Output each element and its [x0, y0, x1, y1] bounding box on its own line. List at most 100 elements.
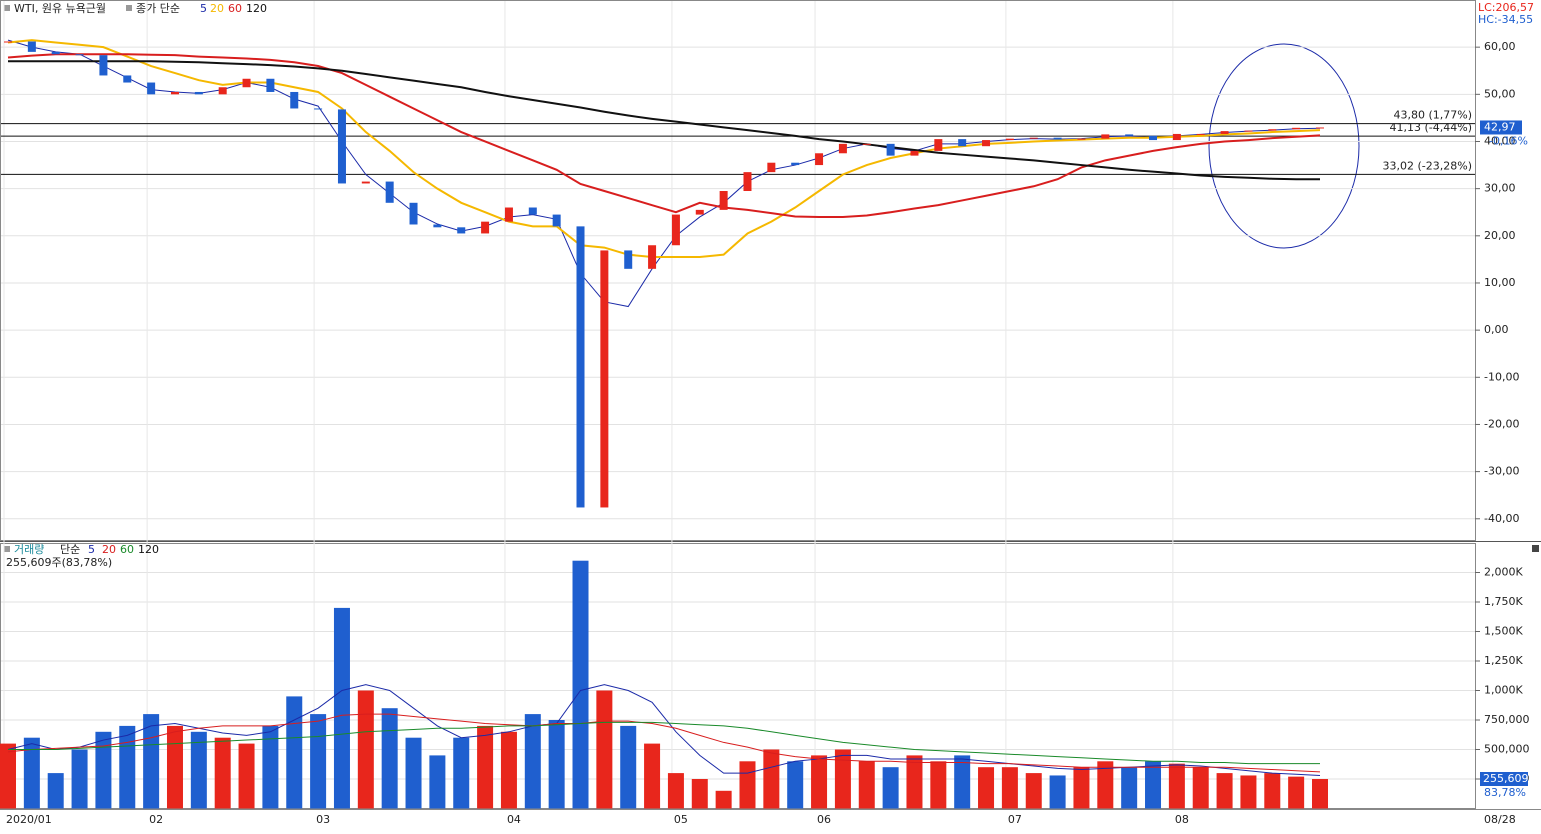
volume-bar — [286, 696, 303, 809]
volume-bar — [1312, 779, 1328, 809]
hc-label: HC:-34,55 — [1478, 13, 1533, 26]
y-tick-label: 2,000K — [1484, 566, 1523, 579]
y-tick-label: 30,00 — [1484, 182, 1516, 195]
y-tick-label: 10,00 — [1484, 276, 1516, 289]
volume-bar — [620, 725, 637, 809]
last-change: -0,16% — [1489, 134, 1528, 147]
candle-body — [385, 181, 394, 203]
y-tick-label: 1,750K — [1484, 595, 1523, 608]
candle-body — [218, 87, 227, 95]
volume-bar — [71, 749, 88, 809]
candle-body — [528, 207, 537, 215]
legend-icon — [126, 5, 132, 11]
volume-bar — [119, 725, 136, 809]
volume-bar — [214, 737, 231, 809]
candle-body — [862, 143, 871, 145]
volume-bar — [811, 755, 828, 809]
level-label: 41,13 (-4,44%) — [1390, 121, 1472, 134]
last-price: 42,97 — [1484, 120, 1516, 133]
y-tick-label: 60,00 — [1484, 40, 1516, 53]
candle-body — [1101, 134, 1110, 139]
chart-title: WTI, 원유 뉴욕근월 — [14, 2, 106, 15]
candle-body — [314, 108, 323, 110]
x-tick-label: 04 — [507, 813, 521, 826]
legend-entry: 60 — [120, 543, 134, 556]
candle-body — [1125, 134, 1134, 136]
candle-body — [624, 250, 633, 269]
candle-body — [170, 91, 179, 95]
candle-body — [838, 143, 847, 154]
candle-body — [1196, 133, 1205, 135]
candle-body — [886, 143, 895, 156]
volume-bar — [166, 725, 183, 809]
last-volume: 255,609 — [1483, 772, 1529, 785]
candle-body — [266, 78, 275, 92]
volume-bar — [787, 761, 804, 809]
panel-button[interactable] — [1532, 545, 1539, 552]
volume-bar — [1240, 775, 1257, 809]
volume-bar — [763, 749, 780, 809]
volume-bar — [1168, 763, 1185, 809]
candle-body — [767, 162, 776, 173]
legend-icon — [4, 5, 10, 11]
legend-entry: 120 — [138, 543, 159, 556]
volume-bar — [1025, 773, 1042, 809]
volume-bar — [333, 607, 350, 809]
candle-body — [958, 139, 967, 147]
y-tick-label: 1,250K — [1484, 654, 1523, 667]
volume-bar — [238, 743, 255, 809]
candle-body — [194, 91, 203, 95]
volume-bar — [1097, 761, 1114, 809]
candle-body — [27, 41, 36, 52]
volume-bar — [47, 773, 64, 809]
price-panel — [0, 0, 1476, 541]
volume-bar — [1049, 775, 1066, 809]
last-volume-box — [1480, 772, 1528, 786]
volume-info: 255,609주(83,78%) — [6, 556, 112, 569]
candle-body — [75, 54, 84, 56]
volume-bar — [954, 755, 971, 809]
candle-body — [1292, 127, 1301, 130]
y-tick-label: -20,00 — [1484, 417, 1519, 430]
candle-body — [481, 221, 490, 234]
y-tick-label: 50,00 — [1484, 87, 1516, 100]
candle-body — [743, 172, 752, 192]
candle-body — [51, 51, 60, 55]
volume-panel — [0, 543, 1476, 809]
volume-bar — [834, 749, 851, 809]
ma-line — [7, 39, 1321, 259]
candle-body — [1316, 127, 1324, 129]
volume-bar — [453, 737, 470, 809]
volume-bar — [667, 773, 684, 809]
candle-body — [409, 202, 418, 225]
candle-body — [934, 139, 943, 151]
volume-bar — [477, 725, 494, 809]
legend-entry: 20 — [102, 543, 116, 556]
candle-body — [1268, 129, 1277, 131]
y-tick-label: 20,00 — [1484, 229, 1516, 242]
candle-body — [504, 207, 513, 222]
volume-bar — [405, 737, 422, 809]
candle-body — [600, 250, 609, 508]
x-tick-label: 08 — [1175, 813, 1189, 826]
volume-bar — [882, 767, 899, 809]
candle-body — [433, 224, 442, 228]
candle-body — [147, 82, 156, 95]
volume-bar — [23, 737, 40, 809]
y-tick-label: -10,00 — [1484, 370, 1519, 383]
volume-bar — [978, 767, 995, 809]
ma-line — [7, 53, 1321, 218]
candle-body — [815, 153, 824, 166]
legend-entry: 20 — [210, 2, 224, 15]
volume-bar — [1288, 776, 1305, 809]
volume-bar — [906, 755, 923, 809]
volume-bar — [1001, 767, 1018, 809]
volume-ma-line — [8, 721, 1320, 765]
x-tick-label: 03 — [316, 813, 330, 826]
lc-label: LC:206,57 — [1478, 1, 1534, 14]
volume-bar — [500, 731, 517, 809]
last-price-box — [1480, 120, 1522, 135]
volume-bar — [310, 714, 327, 809]
candle-body — [1077, 138, 1086, 140]
